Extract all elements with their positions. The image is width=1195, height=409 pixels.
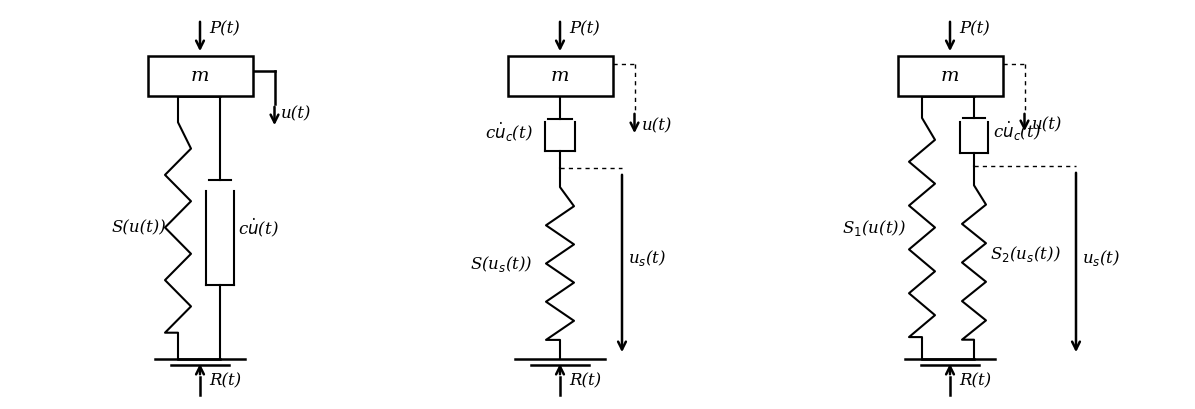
Text: m: m [191,67,209,85]
Text: S(u$_s$(t)): S(u$_s$(t)) [471,254,533,274]
Text: R(t): R(t) [960,373,991,389]
Text: R(t): R(t) [569,373,601,389]
Text: u(t): u(t) [281,106,311,123]
Text: m: m [551,67,569,85]
Bar [897,56,1003,96]
Text: c$\dot{u}$(t): c$\dot{u}$(t) [238,216,278,239]
Text: u(t): u(t) [1031,117,1062,133]
Bar [508,56,613,96]
Text: P(t): P(t) [569,20,600,38]
Bar [147,56,252,96]
Text: u(t): u(t) [642,117,672,135]
Text: P(t): P(t) [960,20,989,38]
Text: m: m [940,67,960,85]
Text: S(u(t)): S(u(t)) [111,219,166,236]
Text: S$_2$(u$_s$(t)): S$_2$(u$_s$(t)) [989,245,1061,265]
Text: c$\dot{u}_c$(t): c$\dot{u}_c$(t) [485,120,533,144]
Text: S$_1$(u(t)): S$_1$(u(t)) [842,218,906,238]
Text: c$\dot{u}_c$(t): c$\dot{u}_c$(t) [993,119,1041,143]
Text: u$_s$(t): u$_s$(t) [629,249,667,268]
Text: u$_s$(t): u$_s$(t) [1081,247,1121,267]
Text: R(t): R(t) [209,373,241,389]
Text: P(t): P(t) [209,20,240,38]
